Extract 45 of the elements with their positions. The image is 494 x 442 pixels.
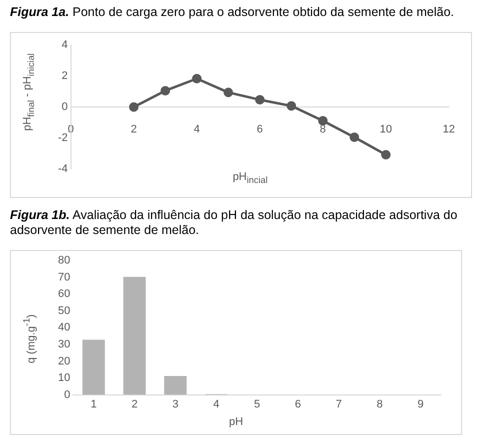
- bar: [164, 376, 187, 395]
- x-axis-title: pH$_{incial}$: [232, 171, 268, 186]
- y-tick-label: 50: [58, 304, 70, 317]
- y-tick-label: 60: [58, 288, 70, 300]
- x-tick-label: 12: [442, 124, 456, 136]
- y-tick-label: 4: [62, 39, 68, 52]
- y-tick-label: 10: [58, 372, 70, 384]
- y-tick-label: 40: [58, 322, 70, 334]
- point: [381, 150, 391, 160]
- y-tick-label: 80: [58, 254, 70, 267]
- point: [255, 94, 265, 104]
- y-tick-label: -2: [58, 132, 68, 144]
- x-tick-label: 6: [256, 124, 263, 136]
- chart-title: Figura 1a. Ponto de carga zero para o adsorvente obtido da semente de melão.: [10, 5, 456, 20]
- bar: [123, 276, 146, 395]
- point: [129, 102, 139, 112]
- x-tick-label: 5: [254, 398, 260, 410]
- x-tick-label: 2: [131, 398, 138, 410]
- bar: [82, 340, 105, 395]
- x-tick-label: 2: [130, 124, 137, 136]
- point: [192, 74, 202, 84]
- x-tick-label: 3: [172, 398, 178, 410]
- y-tick-label: 0: [62, 101, 68, 114]
- point: [224, 88, 234, 98]
- y-tick-label: 0: [64, 388, 70, 401]
- point: [286, 101, 296, 111]
- point: [350, 132, 360, 142]
- y-tick-label: 2: [62, 70, 68, 82]
- x-tick-label: 9: [418, 398, 424, 410]
- x-tick-label: 10: [380, 124, 392, 136]
- y-tick-label: 20: [58, 355, 70, 368]
- chart-title: Figura 1b. Avaliação da influência do pH da solução na capacidade adsortiva do adsorvente de semente de melão.: [10, 208, 458, 238]
- x-tick-label: 4: [213, 398, 220, 410]
- x-tick-label: 4: [194, 124, 200, 136]
- y-tick-label: -4: [58, 163, 68, 176]
- x-tick-label: 6: [294, 398, 302, 410]
- x-tick-label: 8: [376, 398, 383, 410]
- x-tick-label: 8: [320, 124, 326, 136]
- point: [318, 116, 328, 126]
- y-tick-label: 30: [58, 338, 70, 351]
- x-tick-label: 7: [336, 398, 342, 410]
- point: [160, 86, 170, 96]
- x-axis-title: pH: [229, 416, 244, 428]
- x-tick-label: 1: [90, 398, 97, 410]
- y-tick-label: 70: [58, 271, 70, 284]
